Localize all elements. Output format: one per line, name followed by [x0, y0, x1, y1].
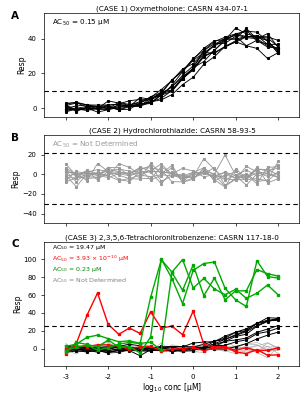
Y-axis label: Resp: Resp	[13, 295, 22, 313]
Y-axis label: Resp: Resp	[12, 170, 21, 188]
X-axis label: log$_{10}$ conc [μM]: log$_{10}$ conc [μM]	[142, 382, 202, 394]
Title: (CASE 3) 2,3,5,6-Tetrachloronitrobenzene: CASRN 117-18-0: (CASE 3) 2,3,5,6-Tetrachloronitrobenzene…	[65, 234, 279, 241]
Text: AC$_{50}$ = 19.47 μM: AC$_{50}$ = 19.47 μM	[52, 243, 106, 252]
Text: AC$_{50}$ = Not Determined: AC$_{50}$ = Not Determined	[52, 139, 139, 150]
Text: AC$_{50}$ = 0.15 μM: AC$_{50}$ = 0.15 μM	[52, 18, 110, 28]
Text: AC$_{50}$ = Not Determined: AC$_{50}$ = Not Determined	[52, 276, 127, 286]
Text: A: A	[11, 10, 19, 20]
Y-axis label: Resp: Resp	[17, 56, 27, 74]
Title: (CASE 1) Oxymetholone: CASRN 434-07-1: (CASE 1) Oxymetholone: CASRN 434-07-1	[96, 6, 248, 12]
Text: B: B	[11, 133, 19, 143]
Text: AC$_{50}$ = 0.23 μM: AC$_{50}$ = 0.23 μM	[52, 265, 102, 274]
Title: (CASE 2) Hydrochlorothiazide: CASRN 58-93-5: (CASE 2) Hydrochlorothiazide: CASRN 58-9…	[88, 128, 255, 134]
Text: C: C	[11, 239, 19, 249]
Text: AC$_{50}$ = 3.93 × 10$^{-10}$ μM: AC$_{50}$ = 3.93 × 10$^{-10}$ μM	[52, 254, 129, 264]
